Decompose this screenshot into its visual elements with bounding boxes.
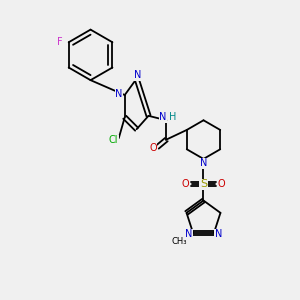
- Text: N: N: [134, 70, 141, 80]
- Text: O: O: [182, 179, 190, 189]
- Text: N: N: [159, 112, 166, 122]
- Text: N: N: [215, 229, 222, 239]
- Text: O: O: [218, 179, 225, 189]
- Text: N: N: [115, 89, 122, 99]
- Text: S: S: [200, 179, 207, 189]
- Text: F: F: [57, 37, 63, 47]
- Text: N: N: [185, 229, 192, 239]
- Text: CH₃: CH₃: [171, 237, 187, 246]
- Text: Cl: Cl: [109, 136, 118, 146]
- Text: H: H: [169, 112, 176, 122]
- Text: O: O: [149, 143, 157, 153]
- Text: N: N: [200, 158, 207, 168]
